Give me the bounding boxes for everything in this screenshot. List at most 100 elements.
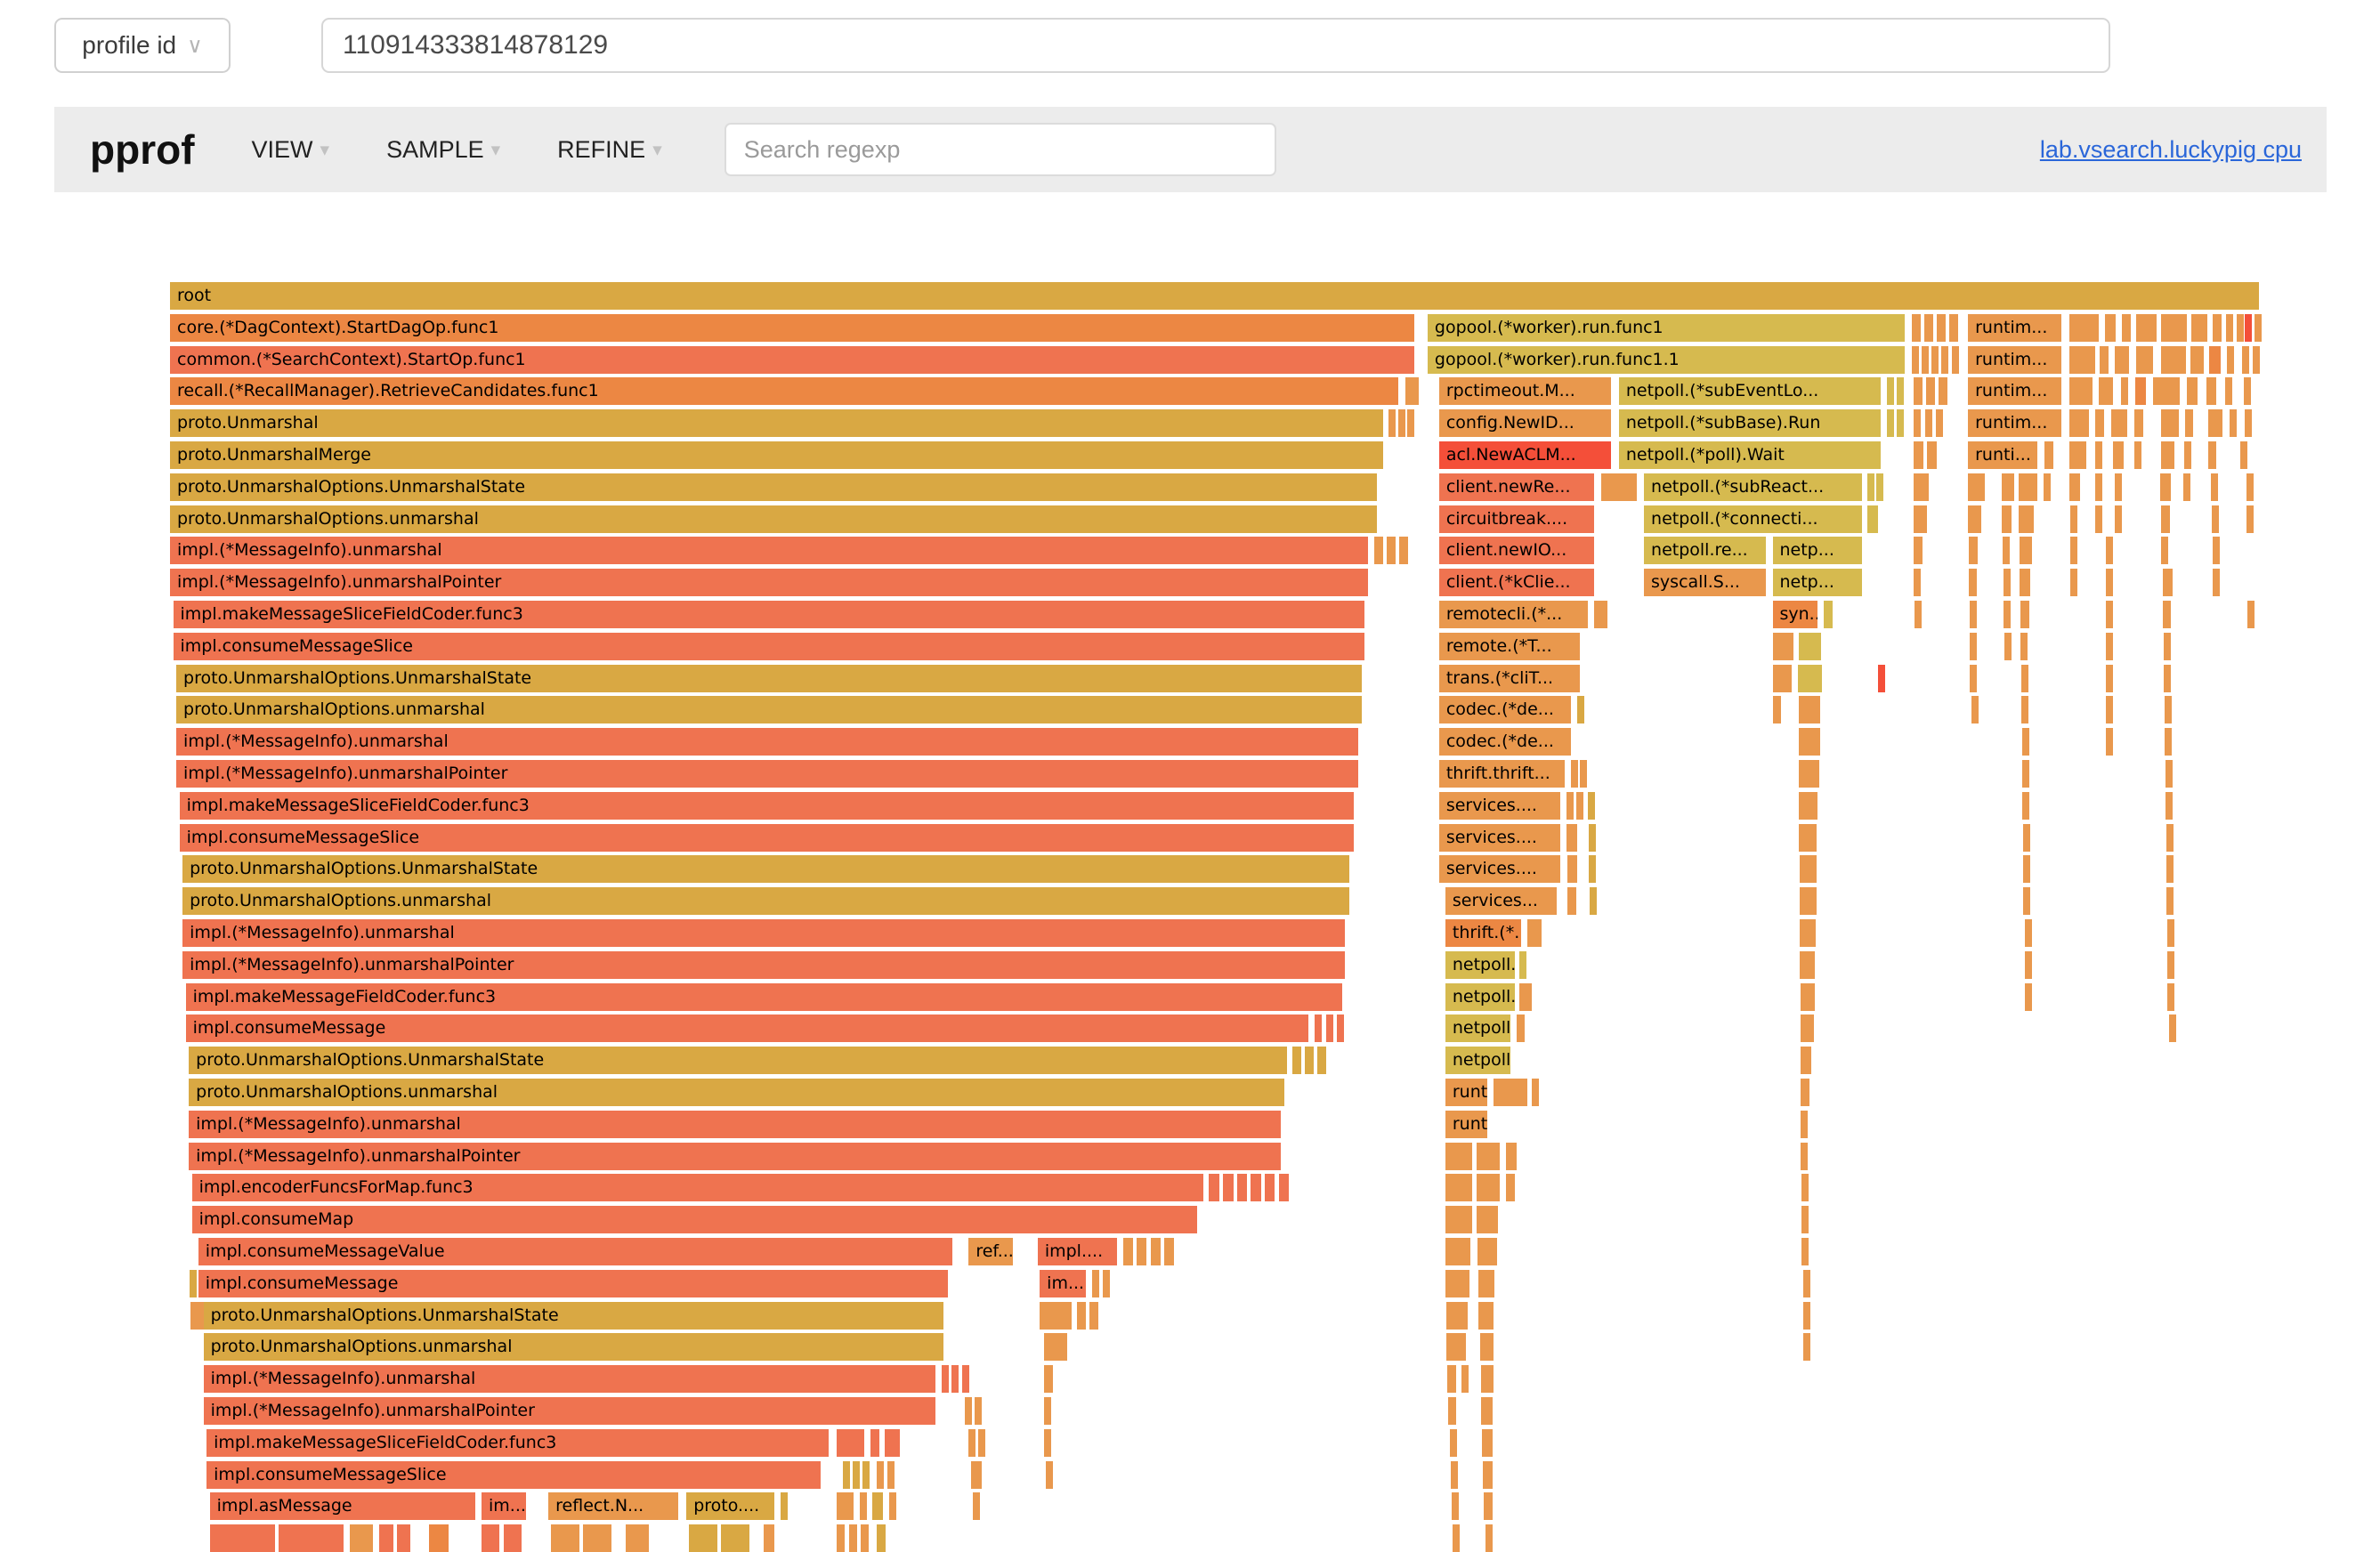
flame-frame-filler[interactable] <box>2020 601 2029 628</box>
flame-frame-filler[interactable] <box>1315 1014 1323 1043</box>
flame-frame-filler[interactable] <box>1914 537 1923 565</box>
flame-frame[interactable]: proto.UnmarshalOptions.UnmarshalState <box>203 1301 944 1330</box>
flame-frame-filler[interactable] <box>2166 823 2174 852</box>
flame-frame-filler[interactable] <box>2001 473 2015 501</box>
flame-frame-filler[interactable] <box>2019 569 2030 597</box>
flame-frame-filler[interactable] <box>1970 664 1978 692</box>
flame-frame-filler[interactable] <box>2133 409 2143 438</box>
flame-frame-filler[interactable] <box>848 1524 857 1552</box>
flame-frame-filler[interactable] <box>1924 409 1932 438</box>
flame-frame-filler[interactable] <box>2069 313 2100 342</box>
flame-frame-filler[interactable] <box>1043 1428 1051 1457</box>
flame-frame[interactable]: impl.makeMessageSliceFieldCoder.func3 <box>179 791 1354 820</box>
flame-frame-filler[interactable] <box>1397 409 1405 438</box>
flame-frame-filler[interactable] <box>975 1397 983 1425</box>
flame-frame[interactable]: config.NewID... <box>1438 409 1611 438</box>
flame-frame-filler[interactable] <box>2167 982 2175 1011</box>
flame-frame-filler[interactable] <box>2043 473 2051 501</box>
flame-frame-filler[interactable] <box>2186 377 2198 406</box>
flame-frame-filler[interactable] <box>2023 887 2031 916</box>
flame-frame-filler[interactable] <box>1878 664 1886 692</box>
flame-frame-filler[interactable] <box>2167 919 2175 947</box>
flame-frame-filler[interactable] <box>2024 950 2032 979</box>
flame-frame-filler[interactable] <box>1772 696 1782 724</box>
flame-frame-filler[interactable] <box>1824 601 1833 628</box>
flame-frame[interactable]: thrift.thrift... <box>1438 760 1566 788</box>
profile-id-dropdown[interactable]: profile id ∨ <box>54 18 231 73</box>
flame-frame-filler[interactable] <box>1388 409 1396 438</box>
flame-frame-filler[interactable] <box>2070 537 2078 565</box>
flame-frame-filler[interactable] <box>2069 441 2087 469</box>
flame-frame-filler[interactable] <box>626 1524 650 1552</box>
flame-frame-filler[interactable] <box>1968 505 1981 533</box>
flame-frame[interactable]: impl.consumeMessageSlice <box>173 632 1364 660</box>
flame-frame-filler[interactable] <box>2019 537 2033 565</box>
flame-frame-filler[interactable] <box>1800 855 1817 884</box>
flame-frame-filler[interactable] <box>1043 1333 1068 1362</box>
flame-frame-filler[interactable] <box>2121 313 2131 342</box>
flame-frame-filler[interactable] <box>2024 919 2032 947</box>
flame-frame-filler[interactable] <box>970 1460 982 1489</box>
flame-frame-filler[interactable] <box>885 1428 901 1457</box>
flame-frame[interactable]: services.... <box>1438 823 1561 852</box>
flame-frame-filler[interactable] <box>1493 1079 1527 1106</box>
flame-frame-filler[interactable] <box>2246 505 2254 533</box>
flame-frame-filler[interactable] <box>2113 441 2125 469</box>
flame-frame-filler[interactable] <box>1091 1269 1099 1297</box>
flame-frame[interactable]: proto.UnmarshalOptions.UnmarshalState <box>182 855 1350 884</box>
flame-frame-filler[interactable] <box>2069 345 2095 374</box>
flame-frame-filler[interactable] <box>1593 601 1601 628</box>
flame-frame-filler[interactable] <box>2069 473 2081 501</box>
flame-frame-filler[interactable] <box>1374 537 1383 565</box>
flame-frame-filler[interactable] <box>1896 377 1904 406</box>
flame-frame-filler[interactable] <box>837 1492 854 1521</box>
flame-frame[interactable]: core.(*DagContext).StartDagOp.func1 <box>170 313 1414 342</box>
flame-frame-filler[interactable] <box>2004 569 2012 597</box>
flame-frame[interactable]: netpoll.re... <box>1644 537 1766 565</box>
flame-frame-filler[interactable] <box>1914 505 1927 533</box>
flame-frame-filler[interactable] <box>1519 982 1532 1011</box>
menu-refine[interactable]: REFINE ▾ <box>557 136 662 164</box>
flame-frame-filler[interactable] <box>837 1524 846 1552</box>
flame-frame[interactable]: runtim... <box>1968 409 2061 438</box>
flame-frame-filler[interactable] <box>190 1301 198 1330</box>
flame-frame-filler[interactable] <box>1886 409 1894 438</box>
flame-frame[interactable]: impl.consumeMessageValue <box>198 1238 952 1265</box>
flame-frame-filler[interactable] <box>2002 537 2010 565</box>
flame-frame-filler[interactable] <box>2120 377 2129 406</box>
flame-frame[interactable]: netpoll.... <box>1445 982 1515 1011</box>
flame-frame[interactable]: proto.Unmarshal <box>170 409 1383 438</box>
flame-frame-filler[interactable] <box>1236 1174 1248 1202</box>
flame-frame-filler[interactable] <box>2024 982 2032 1011</box>
flame-frame-filler[interactable] <box>1589 887 1597 916</box>
flame-frame-filler[interactable] <box>977 1428 985 1457</box>
flame-frame-filler[interactable] <box>2166 855 2174 884</box>
flame-frame[interactable]: netp... <box>1772 537 1862 565</box>
flame-frame-filler[interactable] <box>1519 950 1527 979</box>
flame-frame[interactable]: recall.(*RecallManager).RetrieveCandidat… <box>170 377 1399 406</box>
flame-frame[interactable]: proto.UnmarshalOptions.UnmarshalState <box>189 1047 1287 1075</box>
profile-source-link[interactable]: lab.vsearch.luckypig cpu <box>2039 135 2302 163</box>
flame-frame-filler[interactable] <box>2106 664 2114 692</box>
flame-frame-filler[interactable] <box>1800 887 1817 916</box>
flame-frame-filler[interactable] <box>1798 632 1821 660</box>
flame-frame[interactable]: proto.UnmarshalOptions.unmarshal <box>182 887 1350 916</box>
flame-frame-filler[interactable] <box>2183 473 2191 501</box>
flame-frame[interactable]: root <box>170 282 2259 310</box>
flame-frame-filler[interactable] <box>482 1524 500 1552</box>
flame-frame-filler[interactable] <box>720 1524 750 1552</box>
flame-frame-filler[interactable] <box>1801 1206 1809 1234</box>
flame-frame-filler[interactable] <box>1923 313 1933 342</box>
flame-frame-filler[interactable] <box>780 1492 788 1521</box>
flame-frame-filler[interactable] <box>1798 823 1817 852</box>
flame-frame[interactable]: netpoll.(*poll).Wait <box>1618 441 1881 469</box>
flame-frame-filler[interactable] <box>1043 1397 1051 1425</box>
flame-frame-filler[interactable] <box>2165 760 2174 788</box>
flame-frame[interactable]: impl.(*MessageInfo).unmarshal <box>176 728 1358 756</box>
flame-frame-filler[interactable] <box>1599 601 1607 628</box>
flame-frame-filler[interactable] <box>2212 569 2220 597</box>
flame-frame-filler[interactable] <box>1516 1014 1526 1043</box>
flame-frame-filler[interactable] <box>1801 1014 1814 1043</box>
flame-frame[interactable]: codec.(*de... <box>1438 696 1572 724</box>
flame-frame-filler[interactable] <box>860 1524 869 1552</box>
